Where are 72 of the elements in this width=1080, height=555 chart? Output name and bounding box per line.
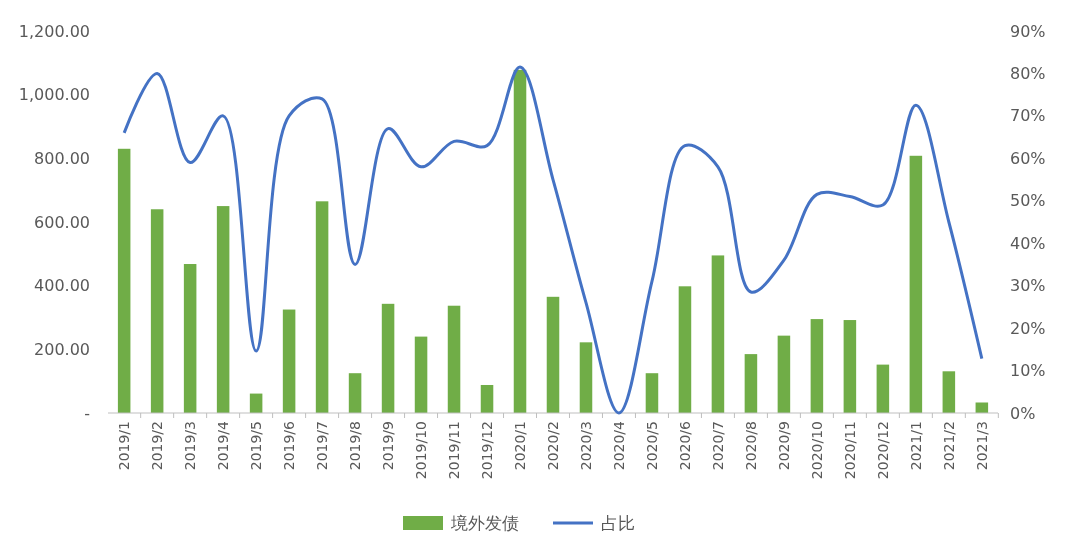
x-tick-label: 2020/9 [775, 421, 792, 471]
x-tick-label: 2021/3 [973, 421, 990, 471]
x-tick-label: 2019/1 [116, 421, 133, 471]
y2-tick-label: 70% [1010, 106, 1046, 126]
bar [942, 371, 956, 413]
bar [117, 148, 131, 413]
x-tick-label: 2020/3 [577, 421, 594, 471]
y2-tick-label: 20% [1010, 318, 1046, 338]
bar [546, 296, 560, 413]
x-tick-label: 2019/10 [413, 421, 430, 480]
bar [480, 384, 494, 413]
x-tick-label: 2019/11 [446, 421, 463, 480]
bar [909, 155, 923, 413]
bar [150, 209, 164, 413]
y2-tick-label: 60% [1010, 148, 1046, 168]
bar [348, 373, 362, 413]
x-tick-label: 2019/5 [248, 421, 265, 471]
x-tick-label: 2021/1 [907, 421, 924, 471]
y2-tick-label: 30% [1010, 276, 1046, 296]
x-tick-label: 2021/2 [940, 421, 957, 471]
y-tick-label: 200.00 [34, 339, 90, 359]
bar [975, 402, 989, 413]
y-tick-label: 600.00 [34, 212, 90, 232]
bar [315, 201, 329, 413]
bar [744, 354, 758, 413]
bar [645, 373, 659, 413]
bar [678, 286, 692, 413]
y2-tick-label: 80% [1010, 64, 1046, 84]
bar [282, 309, 296, 413]
x-tick-label: 2019/8 [347, 421, 364, 471]
bar [876, 364, 890, 413]
bar [777, 335, 791, 413]
x-tick-label: 2019/12 [479, 421, 496, 480]
x-tick-label: 2020/7 [709, 421, 726, 471]
bar [414, 336, 428, 413]
y2-tick-label: 0% [1010, 403, 1036, 423]
x-tick-label: 2020/1 [512, 421, 529, 471]
x-tick-label: 2020/11 [841, 421, 858, 480]
line-series [122, 65, 984, 415]
y-tick-label: 800.00 [34, 148, 90, 168]
x-tick-label: 2020/5 [643, 421, 660, 471]
legend-label: 境外发债 [450, 512, 519, 533]
x-tick-label: 2020/4 [610, 420, 627, 471]
y-tick-label: - [84, 403, 90, 423]
x-tick-label: 2019/9 [380, 421, 397, 471]
x-tick-label: 2019/2 [149, 421, 166, 471]
y-tick-label: 1,000.00 [18, 85, 90, 105]
x-tick-label: 2020/2 [545, 421, 561, 471]
x-tick-label: 2019/4 [215, 420, 232, 471]
bar [711, 255, 725, 413]
x-tick-label: 2019/6 [281, 420, 298, 471]
bar [810, 319, 824, 413]
bar [579, 342, 593, 413]
x-tick-label: 2020/10 [808, 421, 825, 480]
y2-tick-label: 90% [1010, 21, 1046, 41]
x-tick-label: 2019/7 [314, 421, 331, 471]
bar [447, 305, 461, 413]
x-tick-label: 2019/3 [182, 421, 199, 471]
bar [216, 206, 230, 413]
y2-tick-label: 10% [1010, 361, 1046, 381]
y2-tick-label: 40% [1010, 233, 1046, 253]
x-tick-label: 2020/8 [742, 421, 759, 471]
x-tick-label: 2020/6 [676, 420, 693, 471]
bar [381, 303, 395, 413]
y2-tick-label: 50% [1010, 191, 1046, 211]
y-tick-label: 1,200.00 [18, 21, 90, 41]
x-tick-label: 2020/12 [874, 421, 891, 480]
bar [513, 69, 527, 413]
legend-label: 占比 [601, 512, 635, 533]
y-tick-label: 400.00 [34, 276, 90, 296]
bar [843, 320, 857, 413]
bar [183, 264, 197, 413]
